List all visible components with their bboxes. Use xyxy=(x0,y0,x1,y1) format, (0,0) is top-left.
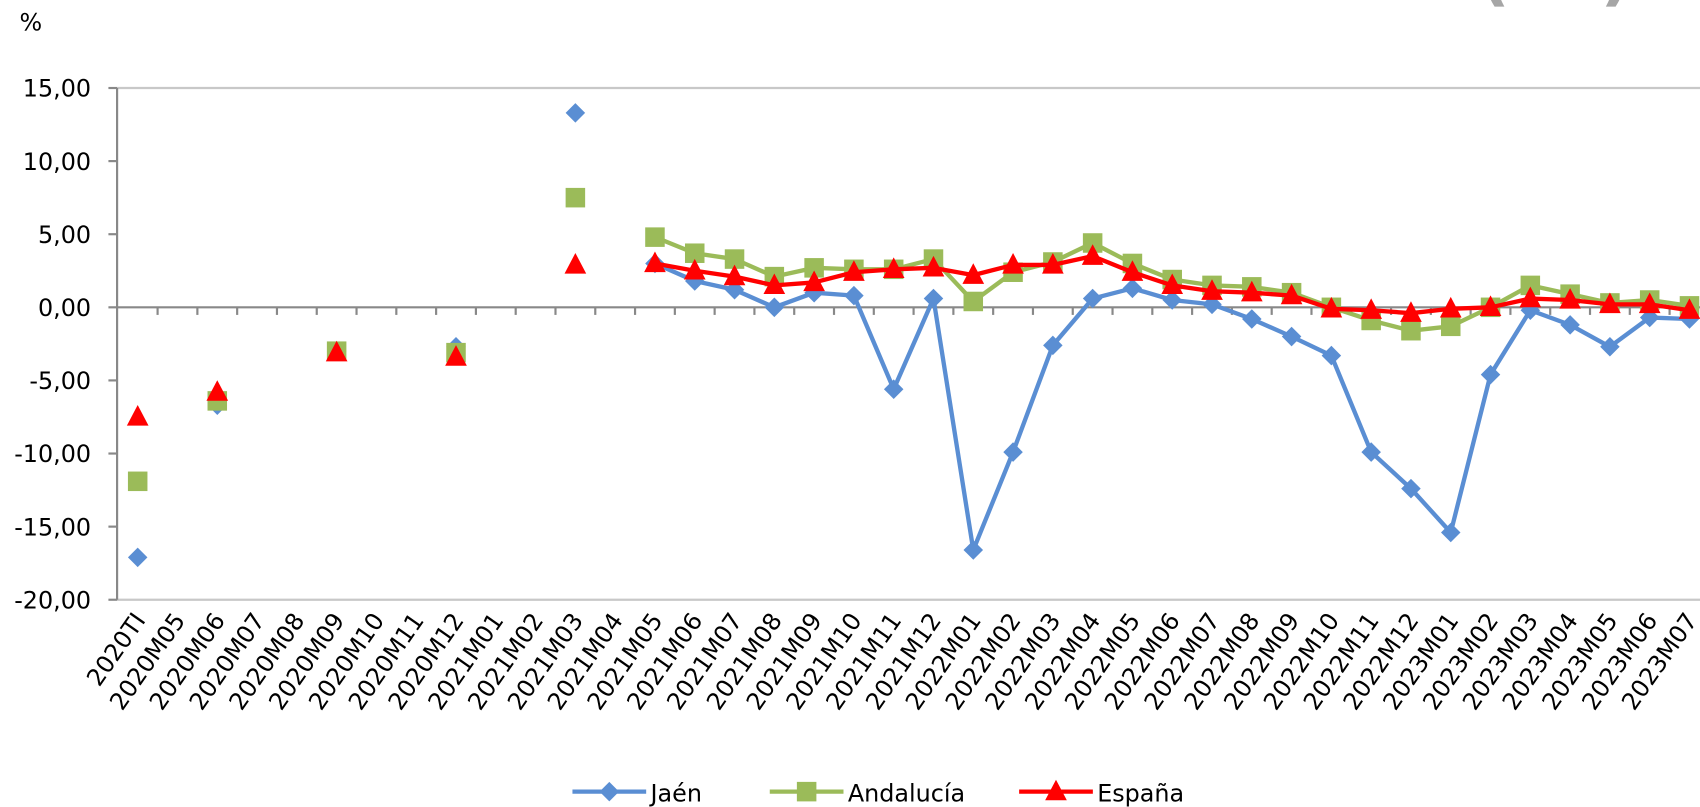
y-tick-label: -10,00 xyxy=(14,440,91,468)
marker xyxy=(1081,244,1104,265)
marker xyxy=(1121,260,1144,281)
y-tick-label: -5,00 xyxy=(29,367,91,395)
marker xyxy=(922,255,945,277)
marker xyxy=(565,103,586,123)
marker xyxy=(1161,273,1184,295)
marker xyxy=(1242,309,1262,329)
marker xyxy=(882,257,905,278)
marker xyxy=(803,270,825,292)
marker xyxy=(962,263,985,284)
marker xyxy=(1042,252,1064,274)
marker xyxy=(1162,290,1182,310)
marker xyxy=(1600,337,1620,357)
marker xyxy=(565,187,586,208)
marker xyxy=(883,379,904,399)
marker xyxy=(1560,315,1580,335)
marker xyxy=(804,258,824,278)
marker xyxy=(564,252,587,274)
marker xyxy=(923,288,944,309)
marker xyxy=(1400,301,1422,322)
marker xyxy=(445,345,467,366)
y-tick-label: -20,00 xyxy=(14,586,91,614)
marker xyxy=(645,227,665,247)
marker xyxy=(1280,283,1303,305)
marker xyxy=(963,291,984,312)
marker xyxy=(126,405,149,426)
legend-label: Jaén xyxy=(649,779,702,807)
marker xyxy=(723,264,746,286)
y-tick-label: 10,00 xyxy=(23,148,91,176)
marker xyxy=(599,781,620,802)
marker xyxy=(684,243,705,263)
marker xyxy=(796,781,817,802)
marker xyxy=(127,471,148,492)
y-tick-label: 15,00 xyxy=(23,75,91,103)
y-tick-label: 5,00 xyxy=(38,221,91,249)
marker xyxy=(1045,779,1067,801)
marker xyxy=(1401,478,1421,499)
marker xyxy=(1480,364,1501,385)
chart-title: INSCRITAS EN LA SEGURIDAD SOCIAL ( %) xyxy=(49,0,1631,14)
marker xyxy=(1638,292,1661,314)
marker xyxy=(206,380,229,401)
marker xyxy=(1360,298,1383,319)
marker xyxy=(127,547,148,568)
marker xyxy=(644,251,666,273)
marker xyxy=(325,340,348,362)
marker xyxy=(1361,442,1381,462)
marker xyxy=(1440,316,1461,337)
marker xyxy=(1082,233,1103,253)
marker xyxy=(1240,280,1263,302)
marker xyxy=(844,285,864,306)
marker xyxy=(1320,296,1343,318)
y-axis-unit: % xyxy=(20,9,43,37)
marker xyxy=(763,273,786,295)
y-tick-label: -15,00 xyxy=(14,513,91,541)
marker xyxy=(683,258,706,280)
marker xyxy=(1281,326,1302,347)
marker xyxy=(764,297,785,318)
marker xyxy=(1401,320,1421,341)
marker xyxy=(843,260,865,281)
marker xyxy=(1519,286,1542,308)
marker xyxy=(1439,296,1462,318)
marker xyxy=(1002,252,1024,274)
marker xyxy=(1003,442,1023,462)
legend-label: España xyxy=(1097,779,1184,807)
marker xyxy=(1678,298,1700,319)
marker xyxy=(1440,522,1461,543)
marker xyxy=(1201,279,1223,300)
marker xyxy=(1479,295,1502,316)
marker xyxy=(1122,278,1143,299)
marker xyxy=(1599,292,1621,314)
marker xyxy=(963,540,984,560)
marker xyxy=(1321,345,1342,366)
marker xyxy=(684,271,705,291)
legend-label: Andalucía xyxy=(848,779,965,807)
marker xyxy=(724,249,745,269)
marker xyxy=(1520,275,1541,296)
y-tick-label: 0,00 xyxy=(38,294,91,322)
marker xyxy=(1559,288,1581,309)
